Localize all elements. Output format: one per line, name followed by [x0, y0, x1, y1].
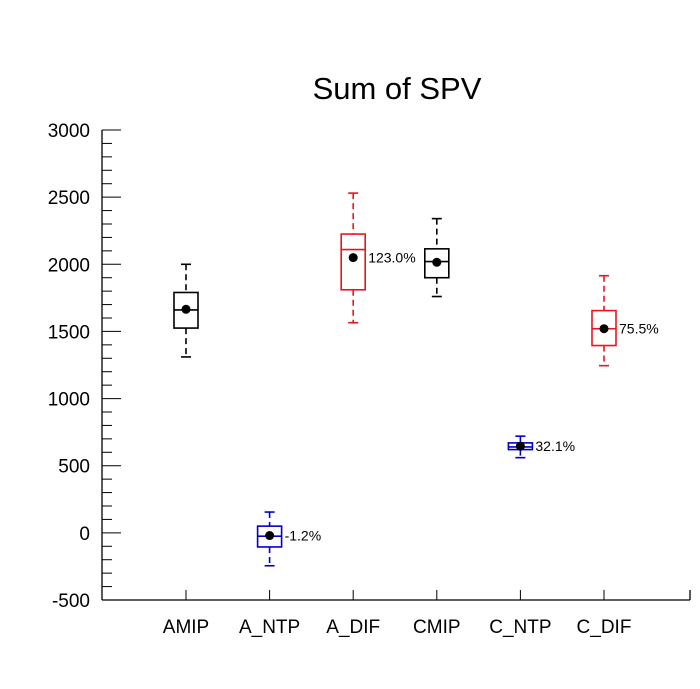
box-cmip [423, 217, 450, 298]
mean-marker [515, 441, 525, 451]
y-axis-ticks: 3000 2500 2000 1500 1000 500 0 -500 [48, 121, 121, 612]
mean-marker [432, 257, 442, 267]
mean-marker [599, 324, 609, 334]
x-tick-label: A_DIF [326, 617, 380, 638]
x-axis-ticks: AMIP A_NTP A_DIF CMIP C_NTP C_DIF [163, 590, 632, 638]
axes [101, 130, 691, 601]
mean-marker [265, 531, 275, 541]
x-tick-label: C_NTP [489, 617, 551, 638]
box-a-dif: 123.0% [340, 192, 416, 324]
box-amip [173, 263, 199, 358]
y-tick-label: 0 [79, 524, 90, 545]
box-c-ntp: 32.1% [507, 435, 575, 459]
boxes: -1.2% 123.0% 32.1% 75.5% [173, 192, 659, 567]
percent-annotation: 32.1% [535, 438, 575, 454]
mean-marker [348, 253, 358, 263]
y-tick-label: 1500 [48, 322, 90, 343]
box-a-ntp: -1.2% [256, 511, 322, 567]
x-tick-label: CMIP [413, 617, 461, 638]
y-tick-label: 2000 [48, 255, 90, 276]
iqr-box [340, 233, 367, 291]
chart-title: Sum of SPV [313, 71, 482, 106]
percent-annotation: 123.0% [368, 250, 415, 266]
percent-annotation: -1.2% [285, 528, 322, 544]
box-c-dif: 75.5% [591, 274, 659, 367]
mean-marker [181, 304, 191, 314]
y-tick-label: -500 [52, 591, 90, 612]
iqr-box [423, 248, 450, 279]
y-tick-label: 2500 [48, 188, 90, 209]
percent-annotation: 75.5% [619, 321, 659, 337]
y-tick-label: 1000 [48, 390, 90, 411]
x-tick-label: AMIP [163, 617, 209, 638]
y-tick-label: 3000 [48, 121, 90, 142]
y-tick-label: 500 [58, 457, 90, 478]
x-tick-label: A_NTP [239, 617, 300, 638]
x-tick-label: C_DIF [577, 617, 632, 638]
